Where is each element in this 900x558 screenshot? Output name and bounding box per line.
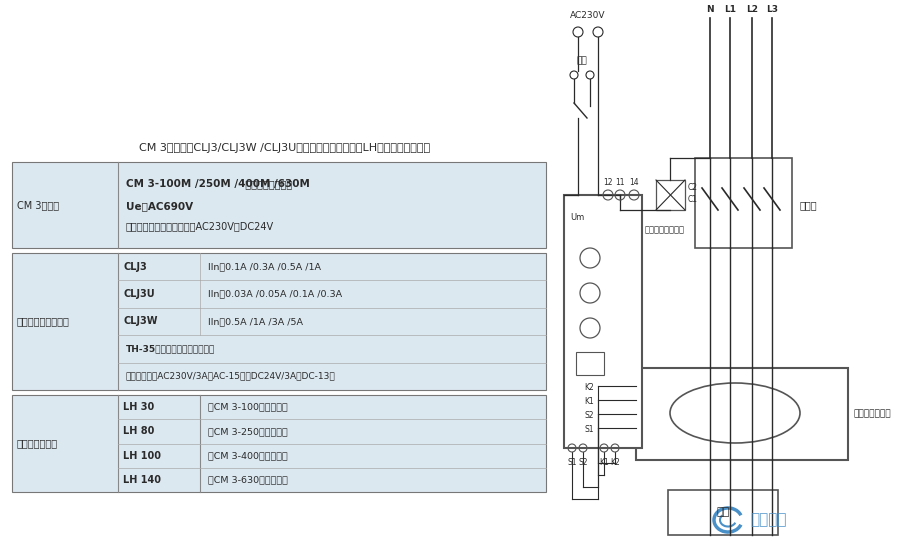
Text: CLJ3: CLJ3 [123, 262, 147, 272]
Text: 复位: 复位 [577, 56, 588, 65]
Text: L1: L1 [724, 5, 736, 14]
Bar [12, 395, 546, 492]
Text: CM 3-100M /250M /400M /630M: CM 3-100M /250M /400M /630M [126, 179, 310, 189]
Text: S2: S2 [584, 411, 594, 420]
Text: 剩余电流互感器: 剩余电流互感器 [17, 439, 58, 449]
Text: CM 3断路器＋CLJ3/CLJ3W /CLJ3U剩余电流动作继电器＋LH剩余电流互感器。: CM 3断路器＋CLJ3/CLJ3W /CLJ3U剩余电流动作继电器＋LH剩余电… [140, 143, 430, 153]
Text: 输出触头容量AC230V/3A（AC-15），DC24V/3A（DC-13）: 输出触头容量AC230V/3A（AC-15），DC24V/3A（DC-13） [126, 372, 336, 381]
Text: 断路器: 断路器 [800, 200, 817, 210]
Text: Iln＝0.1A /0.3A /0.5A /1A: Iln＝0.1A /0.3A /0.5A /1A [208, 262, 321, 271]
Text: K2: K2 [610, 458, 620, 467]
Text: CLJ3W: CLJ3W [123, 316, 158, 326]
Text: L3: L3 [766, 5, 778, 14]
Text: K2: K2 [584, 382, 594, 392]
Text: 三极或四极断路器: 三极或四极断路器 [239, 179, 292, 189]
Text: 配CM 3-250，电缆穿芯: 配CM 3-250，电缆穿芯 [208, 427, 288, 436]
Text: 科旭机电: 科旭机电 [750, 512, 787, 527]
Text: LH 80: LH 80 [123, 426, 155, 436]
Text: S2: S2 [578, 458, 588, 467]
Text: N: N [706, 5, 714, 14]
Text: 断路器分励脱扣器: 断路器分励脱扣器 [645, 225, 685, 234]
Text: Iln＝0.5A /1A /3A /5A: Iln＝0.5A /1A /3A /5A [208, 317, 303, 326]
Text: 剩余电流动作继电器: 剩余电流动作继电器 [17, 316, 70, 326]
Text: C1: C1 [688, 195, 698, 204]
Text: 配CM 3-630，电缆穿芯: 配CM 3-630，电缆穿芯 [208, 475, 288, 484]
Text: CM 3断路器: CM 3断路器 [17, 200, 59, 210]
Text: 配CM 3-400，电缆穿芯: 配CM 3-400，电缆穿芯 [208, 451, 288, 460]
Text: 14: 14 [629, 178, 639, 187]
Text: S1: S1 [567, 458, 577, 467]
Text: LH 140: LH 140 [123, 475, 161, 485]
Bar [656, 180, 685, 210]
Text: 11: 11 [616, 178, 625, 187]
Text: 负载: 负载 [716, 507, 730, 517]
Text: AC230V: AC230V [571, 11, 606, 20]
Bar [564, 195, 642, 448]
Text: TH-35导轨安装或螺钉固定安装: TH-35导轨安装或螺钉固定安装 [126, 344, 215, 353]
Bar [636, 368, 848, 460]
Text: K1: K1 [584, 397, 594, 406]
Text: 带有分励脱扣器，电压规格AC230V或DC24V: 带有分励脱扣器，电压规格AC230V或DC24V [126, 221, 274, 231]
Text: LH 30: LH 30 [123, 402, 154, 412]
Text: Iln＝0.03A /0.05A /0.1A /0.3A: Iln＝0.03A /0.05A /0.1A /0.3A [208, 290, 342, 299]
Text: C2: C2 [688, 182, 698, 191]
Bar [12, 253, 546, 390]
Bar [12, 162, 546, 248]
Bar [576, 352, 604, 375]
Bar [668, 490, 778, 535]
Text: LH 100: LH 100 [123, 451, 161, 460]
Text: 12: 12 [603, 178, 613, 187]
Text: K1: K1 [599, 458, 609, 467]
Text: Ue＝AC690V: Ue＝AC690V [126, 201, 194, 211]
Text: 配CM 3-100，电缆穿芯: 配CM 3-100，电缆穿芯 [208, 403, 288, 412]
Text: S1: S1 [584, 425, 594, 434]
Bar [695, 158, 792, 248]
Text: Um: Um [570, 213, 584, 222]
Text: 剩余电流互感器: 剩余电流互感器 [853, 410, 891, 418]
Text: L2: L2 [746, 5, 758, 14]
Text: CLJ3U: CLJ3U [123, 289, 155, 299]
